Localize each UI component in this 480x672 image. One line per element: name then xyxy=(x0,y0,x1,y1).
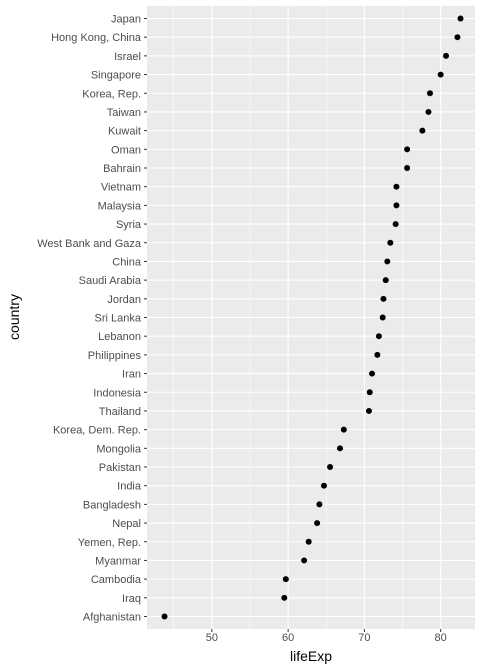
data-point xyxy=(443,52,450,59)
y-tick-label: Korea, Rep. xyxy=(82,88,141,100)
data-point xyxy=(387,239,394,246)
data-point xyxy=(327,464,334,470)
data-points xyxy=(161,15,464,620)
x-axis-title: lifeExp xyxy=(290,648,332,664)
y-tick-label: Vietnam xyxy=(101,182,141,194)
y-tick-label: Israel xyxy=(114,51,141,63)
x-tick-label: 50 xyxy=(206,632,218,644)
y-tick-label: West Bank and Gaza xyxy=(37,238,142,250)
data-point xyxy=(457,15,464,22)
y-tick-label: Hong Kong, China xyxy=(51,32,142,44)
y-tick-label: Oman xyxy=(111,144,141,156)
data-point xyxy=(404,146,411,153)
data-point xyxy=(374,351,381,358)
grid-major xyxy=(147,6,475,629)
data-point xyxy=(282,576,289,583)
y-tick-label: Saudi Arabia xyxy=(79,275,142,287)
data-point xyxy=(281,594,288,601)
data-point xyxy=(301,557,308,564)
y-tick-label: Afghanistan xyxy=(83,612,141,624)
y-tick-label: Singapore xyxy=(91,70,141,82)
y-tick-label: Japan xyxy=(111,14,141,26)
y-tick-label: Lebanon xyxy=(98,331,141,343)
y-tick-label: Thailand xyxy=(99,406,141,418)
y-tick-label: Kuwait xyxy=(108,126,141,138)
y-tick-label: Korea, Dem. Rep. xyxy=(53,425,141,437)
y-tick-label: Nepal xyxy=(112,518,141,530)
data-point xyxy=(437,71,444,78)
y-tick-label: Iran xyxy=(122,369,141,381)
y-tick-label: Malaysia xyxy=(98,200,142,212)
data-point xyxy=(454,34,461,41)
data-point xyxy=(161,613,168,620)
data-point xyxy=(369,370,376,377)
data-point xyxy=(393,183,400,190)
data-point xyxy=(419,127,426,134)
y-tick-label: Sri Lanka xyxy=(95,313,142,325)
data-point xyxy=(314,520,321,527)
x-tick-label: 70 xyxy=(358,632,370,644)
x-tick-label: 60 xyxy=(282,632,294,644)
y-axis-title: country xyxy=(6,294,22,340)
data-point xyxy=(366,389,373,396)
data-point xyxy=(316,501,323,508)
data-point xyxy=(384,258,391,265)
data-point xyxy=(336,445,343,452)
data-point xyxy=(365,407,372,414)
data-point xyxy=(320,482,327,489)
y-tick-label: Iraq xyxy=(122,593,141,605)
y-axis: Japan Hong Kong, China Israel Singapore Kore… xyxy=(37,14,147,624)
y-tick-label: Taiwan xyxy=(107,107,141,119)
y-tick-label: Bahrain xyxy=(103,163,141,175)
data-point xyxy=(380,295,387,302)
y-tick-label: Syria xyxy=(116,219,142,231)
data-point xyxy=(305,538,312,545)
data-point xyxy=(379,314,386,321)
y-tick-label: Philippines xyxy=(88,350,142,362)
data-point xyxy=(382,277,389,284)
y-tick-label: Indonesia xyxy=(93,387,142,399)
data-point xyxy=(404,165,411,171)
y-tick-label: Cambodia xyxy=(91,574,142,586)
data-point xyxy=(340,426,347,433)
data-point xyxy=(375,333,382,340)
data-point xyxy=(392,221,399,228)
y-tick-label: Mongolia xyxy=(96,443,142,455)
y-tick-label: Pakistan xyxy=(99,462,141,474)
y-tick-label: China xyxy=(112,256,142,268)
y-tick-label: Jordan xyxy=(107,294,141,306)
data-point xyxy=(425,108,432,115)
data-point xyxy=(393,202,400,209)
y-tick-label: India xyxy=(117,481,142,493)
y-tick-label: Bangladesh xyxy=(83,499,141,511)
data-point xyxy=(426,90,433,97)
y-tick-label: Myanmar xyxy=(95,555,141,567)
y-tick-label: Yemen, Rep. xyxy=(78,537,141,549)
x-tick-label: 80 xyxy=(435,632,447,644)
x-axis: 50 60 70 80 xyxy=(206,629,447,644)
